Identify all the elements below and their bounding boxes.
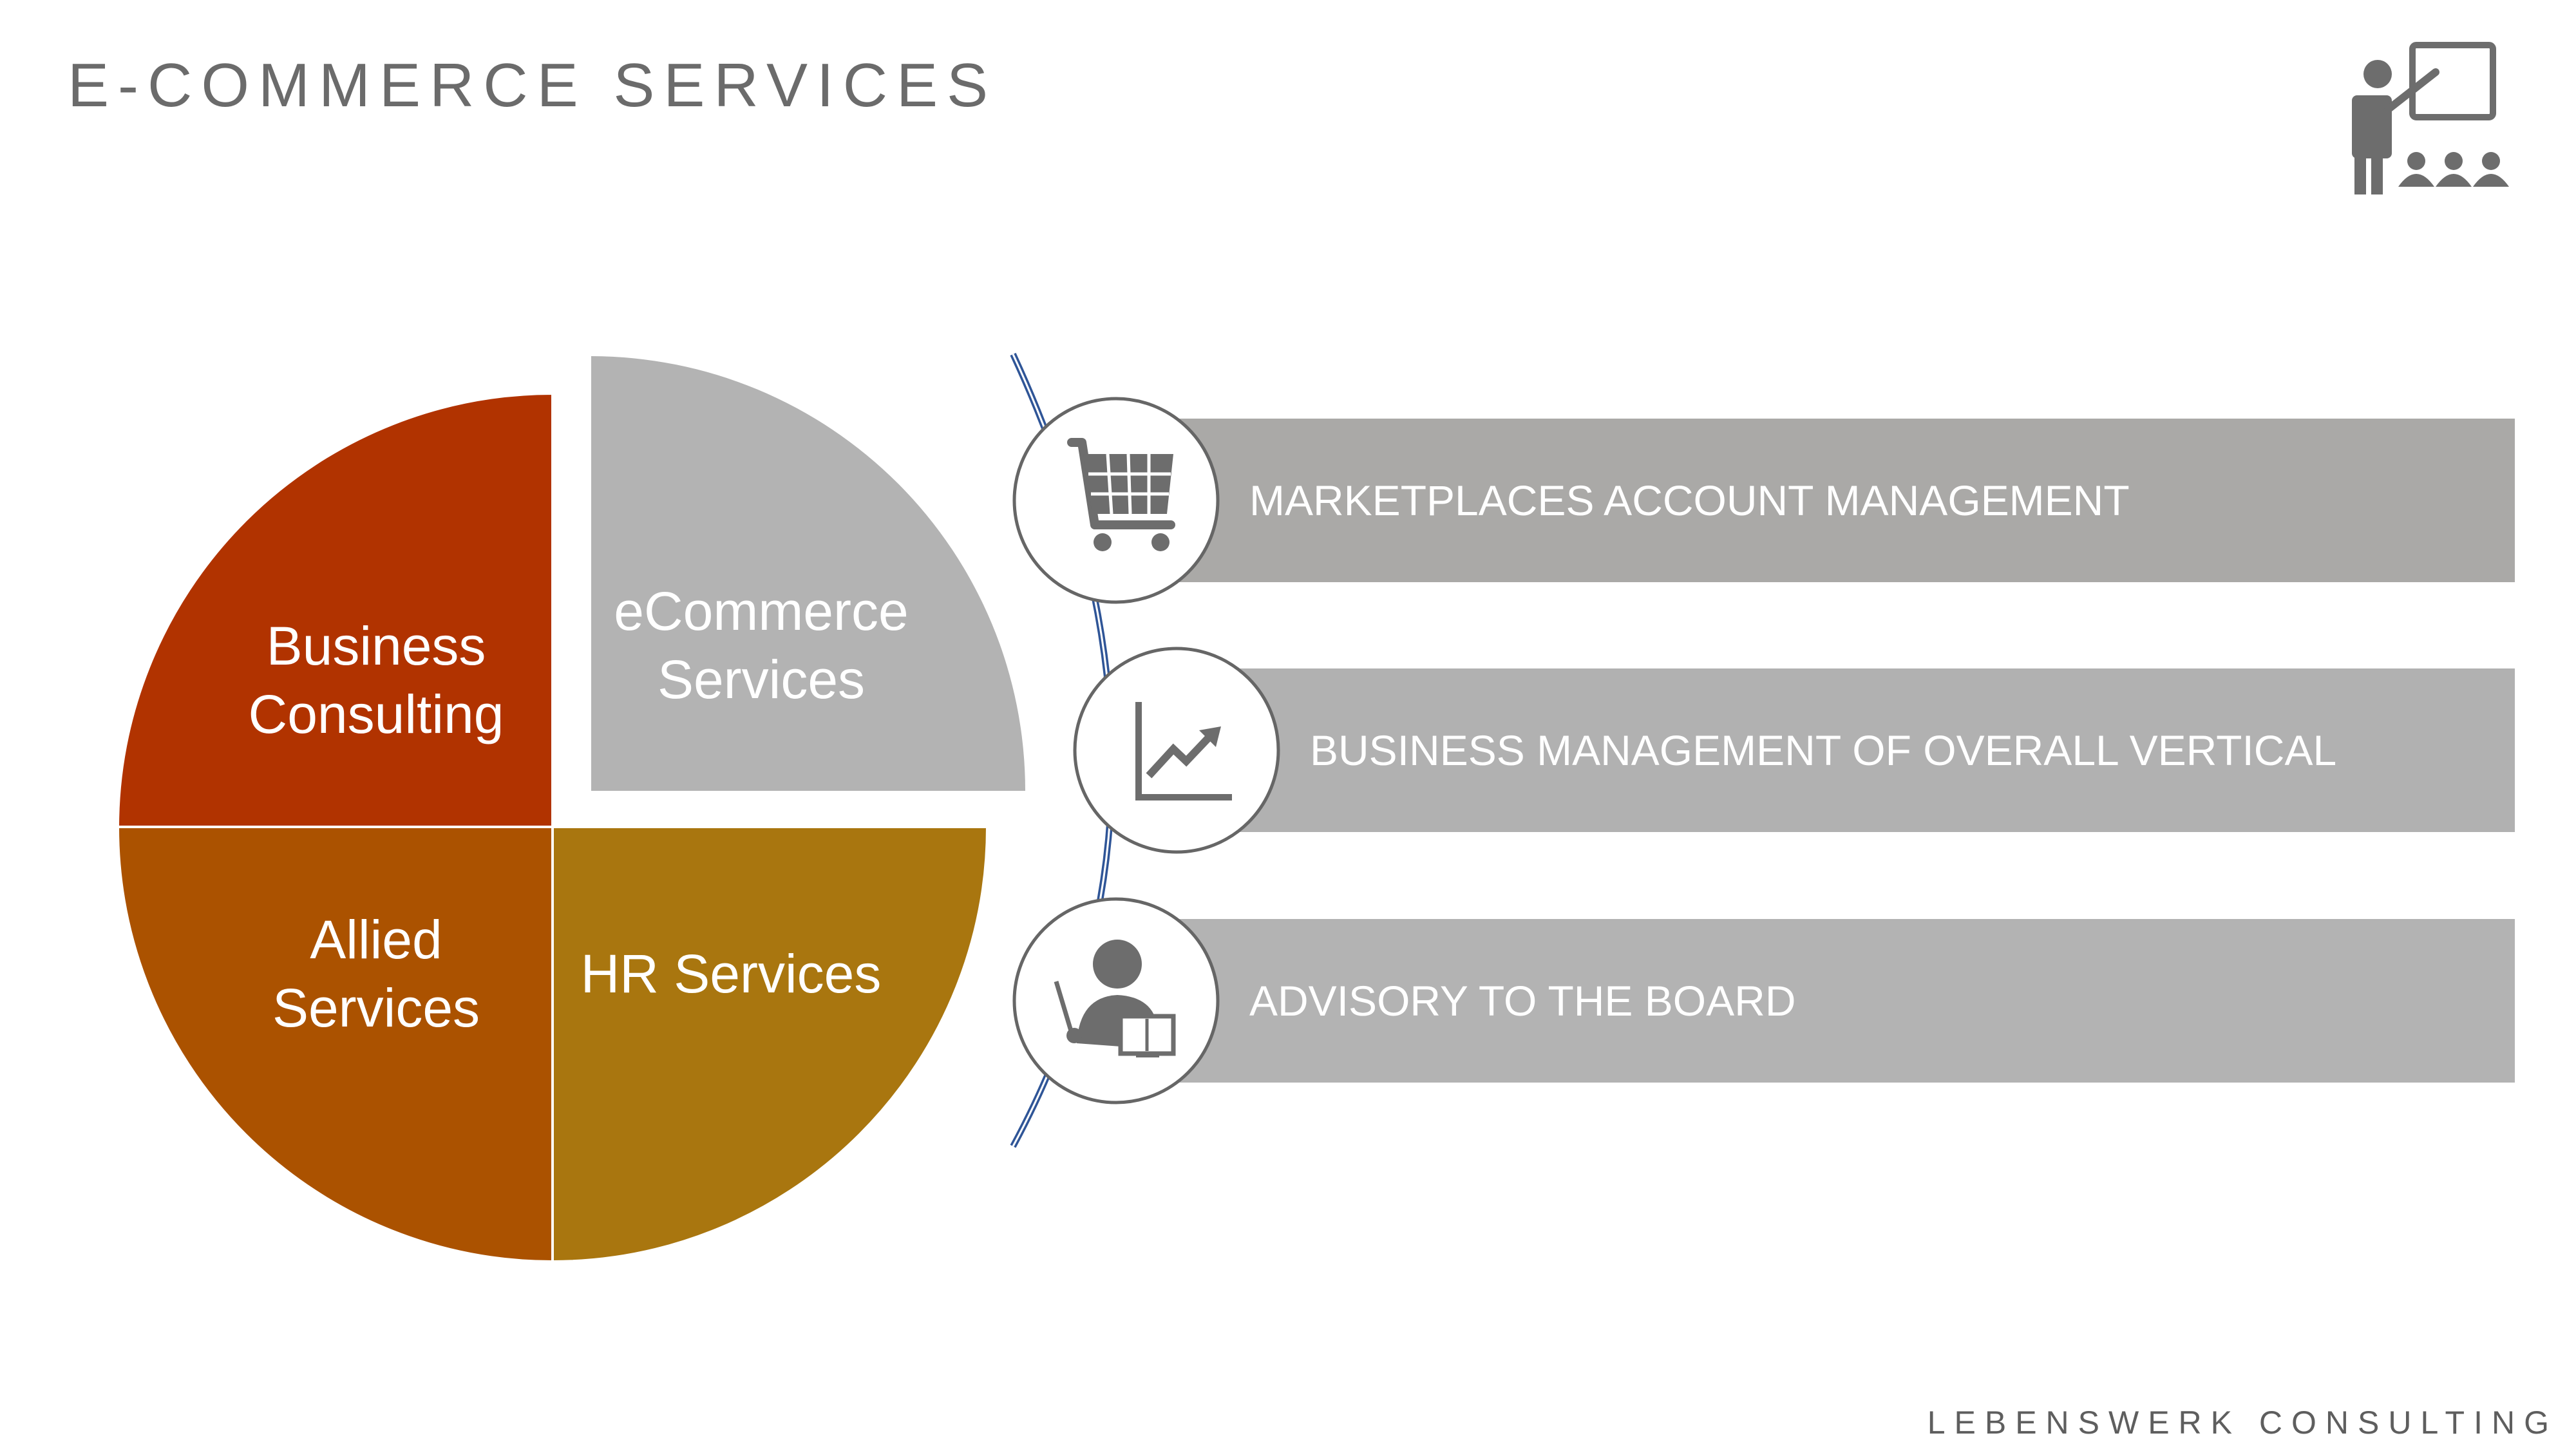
shopping-cart-icon (1067, 438, 1175, 551)
service-bar-2 (1239, 668, 2515, 832)
quadrant-business-consulting (116, 392, 554, 828)
service-label-3: ADVISORY TO THE BOARD (1249, 977, 1796, 1025)
service-icon-circle-2 (1073, 647, 1280, 854)
service-icon-circle-1 (1012, 397, 1220, 604)
growth-chart-icon (1135, 702, 1232, 800)
service-label-1: MARKETPLACES ACCOUNT MANAGEMENT (1249, 477, 2130, 524)
quadrant-label-hr: HR Services (581, 943, 882, 1004)
quadrant-label-ecommerce-line1: eCommerce (614, 581, 908, 641)
quadrant-label-allied-line2: Services (272, 978, 480, 1038)
service-bar-3 (1177, 919, 2515, 1083)
quadrant-label-ecommerce-line2: Services (658, 649, 865, 710)
advisor-reading-icon (1054, 940, 1176, 1057)
quadrant-hr-services (551, 826, 989, 1264)
quadrant-allied-services (116, 826, 554, 1264)
service-icon-circle-3 (1012, 897, 1220, 1104)
teacher-presentation-icon (2352, 42, 2509, 194)
service-bar-1 (1177, 419, 2515, 582)
service-label-2: BUSINESS MANAGEMENT OF OVERALL VERTICAL (1310, 726, 2336, 774)
quadrant-label-allied-line1: Allied (310, 909, 442, 970)
quadrant-label-business-line2: Consulting (249, 684, 504, 744)
slide-title: E-COMMERCE SERVICES (68, 51, 998, 120)
footer-brand: LEBENSWERK CONSULTING (1927, 1405, 2558, 1441)
quadrant-ecommerce-services (591, 356, 1025, 791)
quadrant-label-business-line1: Business (267, 616, 486, 676)
